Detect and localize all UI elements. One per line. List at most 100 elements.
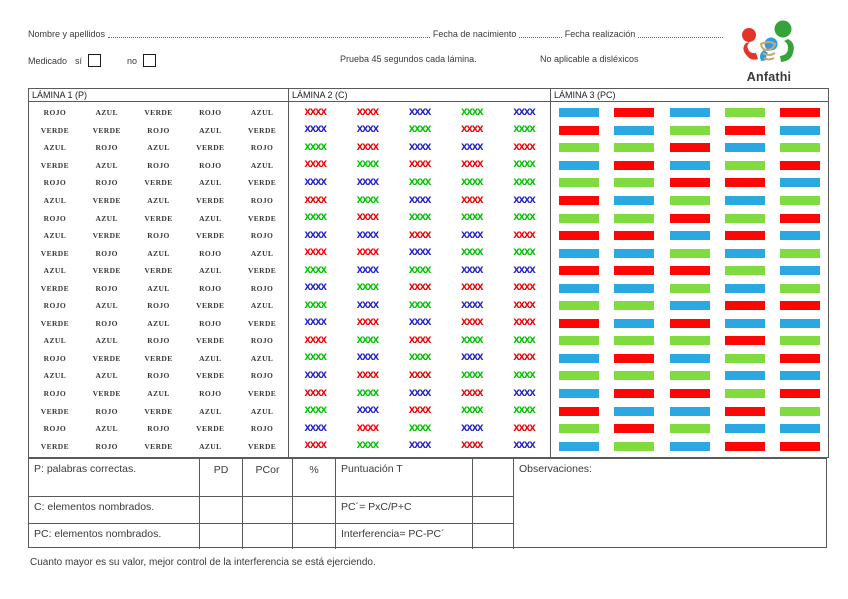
- color-bar: [614, 125, 655, 135]
- bar-cell: [773, 244, 828, 262]
- medicado-si-checkbox[interactable]: [88, 54, 102, 67]
- grid-row: XXXX XXXX XXXX XXXX XXXX: [289, 227, 550, 245]
- pc-pcor-cell: [242, 523, 292, 549]
- fecha-nacimiento-fill-line: [519, 35, 562, 38]
- colored-x-run: XXXX: [408, 441, 432, 452]
- p-label: P: palabras correctas.: [34, 463, 137, 475]
- stroop-word: VERDE: [247, 441, 277, 451]
- word-cell: VERDE: [81, 227, 133, 245]
- bar-cell: [551, 244, 606, 262]
- stroop-word: ROJO: [147, 160, 170, 170]
- color-bar: [614, 143, 655, 153]
- grid-row: VERDE ROJO AZUL ROJO VERDE: [29, 315, 288, 333]
- color-bar: [780, 213, 821, 223]
- x-cell: XXXX: [289, 279, 341, 297]
- color-bar: [780, 125, 821, 135]
- bar-cell: [773, 420, 828, 438]
- x-cell: XXXX: [341, 420, 393, 438]
- colored-x-run: XXXX: [461, 195, 484, 206]
- lamina-3-title: LÁMINA 3 (PC): [551, 89, 828, 102]
- word-cell: AZUL: [81, 297, 133, 315]
- bar-cell: [606, 350, 661, 368]
- word-cell: ROJO: [184, 104, 236, 122]
- bar-cell: [662, 139, 717, 157]
- stroop-word: VERDE: [92, 231, 121, 241]
- stroop-word: ROJO: [95, 283, 118, 293]
- grid-row: ROJO ROJO VERDE AZUL VERDE: [29, 174, 288, 192]
- bar-cell: [773, 350, 828, 368]
- stroop-word: ROJO: [43, 301, 67, 311]
- color-bar: [669, 248, 710, 258]
- stroop-word: AZUL: [95, 213, 118, 223]
- bar-cell: [606, 420, 661, 438]
- word-cell: AZUL: [236, 104, 288, 122]
- stroop-word: VERDE: [247, 178, 277, 188]
- colored-x-run: XXXX: [304, 318, 327, 329]
- color-bar: [558, 406, 599, 416]
- colored-x-run: XXXX: [356, 335, 380, 346]
- colored-x-run: XXXX: [304, 142, 327, 153]
- color-bar: [669, 283, 710, 293]
- word-cell: ROJO: [29, 297, 81, 315]
- bar-cell: [773, 104, 828, 122]
- x-cell: XXXX: [341, 174, 393, 192]
- bar-cell: [662, 244, 717, 262]
- bar-cell: [773, 227, 828, 245]
- colored-x-run: XXXX: [461, 283, 484, 294]
- word-cell: VERDE: [236, 174, 288, 192]
- grid-row: XXXX XXXX XXXX XXXX XXXX: [289, 209, 550, 227]
- x-cell: XXXX: [289, 227, 341, 245]
- bar-cell: [551, 315, 606, 333]
- x-cell: XXXX: [393, 402, 445, 420]
- c-percent-cell: [292, 496, 335, 523]
- x-cell: XXXX: [341, 104, 393, 122]
- colored-x-run: XXXX: [356, 177, 380, 188]
- stroop-word: VERDE: [40, 125, 70, 135]
- word-cell: ROJO: [133, 367, 185, 385]
- stroop-word: VERDE: [144, 441, 173, 451]
- colored-x-run: XXXX: [408, 107, 432, 118]
- word-cell: VERDE: [133, 104, 185, 122]
- x-cell: XXXX: [498, 315, 550, 333]
- stroop-word: AZUL: [250, 406, 274, 416]
- colored-x-run: XXXX: [461, 265, 484, 276]
- x-cell: XXXX: [341, 244, 393, 262]
- colored-x-run: XXXX: [304, 213, 327, 224]
- word-cell: VERDE: [236, 385, 288, 403]
- lamina-3-panel: LÁMINA 3 (PC): [550, 89, 828, 457]
- grid-row: [551, 244, 828, 262]
- bar-cell: [662, 367, 717, 385]
- x-cell: XXXX: [341, 122, 393, 140]
- grid-row: [551, 192, 828, 210]
- colored-x-run: XXXX: [304, 335, 327, 346]
- x-cell: XXXX: [289, 209, 341, 227]
- medicado-no-checkbox[interactable]: [143, 54, 157, 67]
- grid-row: VERDE ROJO AZUL ROJO ROJO: [29, 279, 288, 297]
- colored-x-run: XXXX: [408, 318, 432, 329]
- word-cell: VERDE: [133, 209, 185, 227]
- stroop-word: AZUL: [147, 196, 170, 205]
- x-cell: XXXX: [341, 367, 393, 385]
- stroop-word: VERDE: [196, 196, 225, 205]
- colored-x-run: XXXX: [408, 195, 432, 206]
- word-cell: ROJO: [81, 437, 133, 455]
- color-bar: [558, 318, 599, 328]
- word-cell: VERDE: [236, 209, 288, 227]
- word-cell: VERDE: [81, 122, 133, 140]
- word-cell: AZUL: [184, 122, 236, 140]
- grid-row: XXXX XXXX XXXX XXXX XXXX: [289, 139, 550, 157]
- lamina-2-panel: LÁMINA 2 (C) XXXX XXXX XXXX XXXX XXXX XXXX XXX…: [288, 89, 550, 457]
- bar-cell: [662, 262, 717, 280]
- colored-x-run: XXXX: [461, 300, 484, 311]
- grid-row: [551, 402, 828, 420]
- stroop-word: ROJO: [95, 248, 118, 258]
- word-cell: ROJO: [133, 420, 185, 438]
- colored-x-run: XXXX: [461, 160, 484, 171]
- stroop-word: AZUL: [250, 248, 274, 258]
- word-cell: AZUL: [184, 262, 236, 280]
- word-cell: AZUL: [184, 209, 236, 227]
- bar-cell: [551, 437, 606, 455]
- word-cell: VERDE: [184, 227, 236, 245]
- color-bar: [724, 353, 765, 363]
- stroop-word: AZUL: [43, 266, 67, 276]
